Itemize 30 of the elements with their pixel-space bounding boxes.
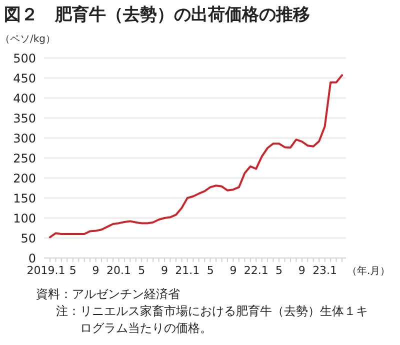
x-tick-label: 9 bbox=[92, 264, 100, 277]
y-tick-label: 200 bbox=[13, 172, 36, 186]
x-tick-label: 2019.1 bbox=[26, 264, 66, 277]
x-tick-label: 22.1 bbox=[244, 264, 268, 277]
line-series bbox=[49, 74, 343, 238]
x-tick-label: 5 bbox=[69, 264, 76, 277]
y-tick-label: 400 bbox=[13, 92, 36, 106]
x-axis-title: （年.月） bbox=[347, 265, 390, 277]
x-tick-label: 23.1 bbox=[312, 264, 338, 277]
x-tick-label: 9 bbox=[161, 264, 168, 277]
text: 資料：アルゼンチン経済省 bbox=[36, 287, 180, 301]
y-tick-label: 250 bbox=[13, 152, 36, 166]
x-tick-label: 21.1 bbox=[175, 264, 200, 277]
y-tick-label: 0 bbox=[28, 252, 36, 266]
y-tick-label: 500 bbox=[13, 52, 36, 66]
x-tick-label: 9 bbox=[230, 264, 237, 277]
chart-title: 図２ 肥育牛（去勢）の出荷価格の推移 bbox=[4, 4, 310, 25]
x-tick-label: 5 bbox=[276, 264, 283, 277]
x-tick-label: 20.1 bbox=[106, 264, 131, 277]
y-axis-title: （ペソ/kg） bbox=[0, 34, 56, 45]
y-tick-label: 100 bbox=[13, 212, 36, 226]
y-tick-label: 150 bbox=[13, 192, 36, 206]
x-tick-label: 5 bbox=[138, 264, 146, 277]
y-tick-label: 350 bbox=[13, 112, 36, 126]
y-tick-label: 300 bbox=[13, 132, 36, 146]
y-tick-label: 50 bbox=[20, 232, 36, 246]
x-tick-label: 5 bbox=[206, 264, 214, 277]
x-tick-label: 9 bbox=[298, 264, 306, 277]
text: 注：リニエルス家畜市場における肥育牛（去勢）生体１キログラム当たりの価格。 bbox=[56, 304, 368, 335]
y-tick-label: 450 bbox=[13, 72, 36, 86]
